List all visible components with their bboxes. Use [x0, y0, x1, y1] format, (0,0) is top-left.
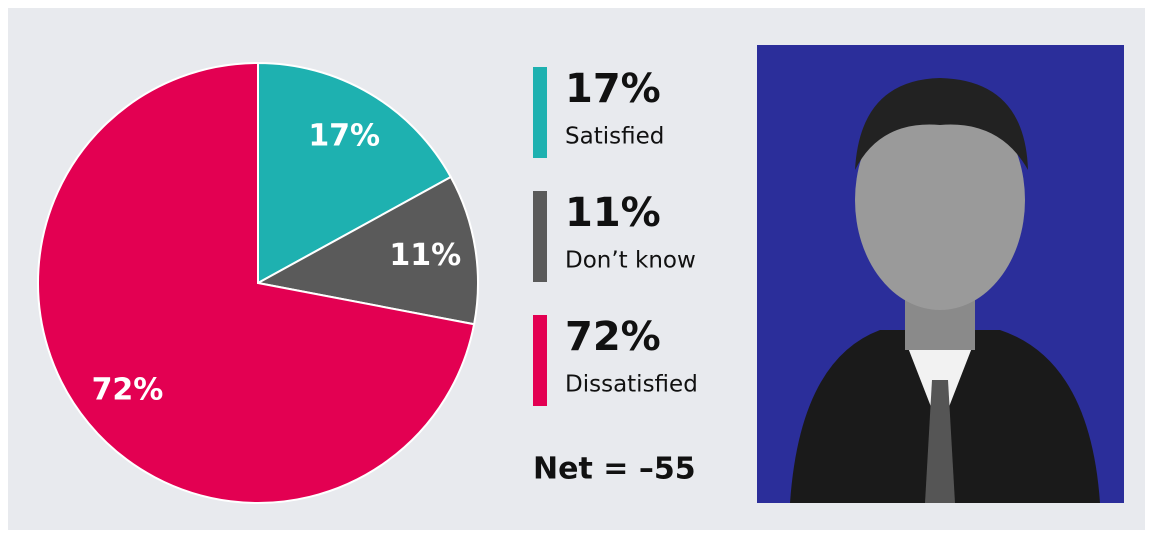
slice-label: 17%	[308, 119, 380, 154]
net-annotation: Net = –55	[533, 452, 696, 487]
legend-value: 17%	[565, 66, 661, 112]
photo	[757, 45, 1124, 503]
pie-slice	[255, 175, 479, 326]
pie-slice	[37, 61, 476, 504]
slice-label: 72%	[92, 372, 164, 407]
legend-swatch	[533, 67, 547, 158]
legend-label: Don’t know	[565, 248, 696, 274]
legend-value: 11%	[565, 190, 661, 236]
legend-value: 72%	[565, 314, 661, 360]
legend-swatch	[533, 315, 547, 406]
legend-label: Dissatisfied	[565, 372, 698, 398]
legend-swatch	[533, 191, 547, 282]
pie-slice	[257, 61, 453, 285]
legend-label: Satisfied	[565, 124, 664, 150]
slice-label: 11%	[389, 238, 461, 273]
